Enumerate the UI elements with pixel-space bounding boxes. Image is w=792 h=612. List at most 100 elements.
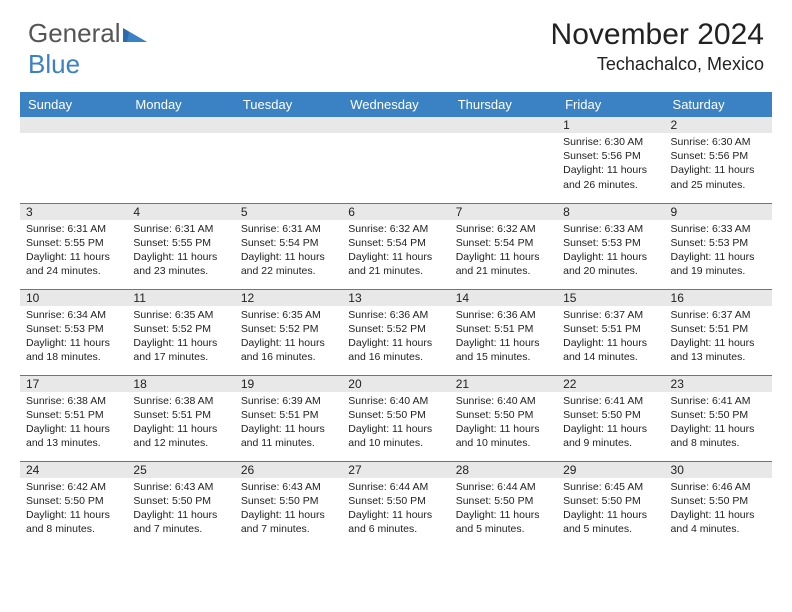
- day-info: Sunrise: 6:43 AMSunset: 5:50 PMDaylight:…: [127, 478, 234, 539]
- day-number: 18: [127, 376, 234, 392]
- day-cell: 27Sunrise: 6:44 AMSunset: 5:50 PMDayligh…: [342, 461, 449, 547]
- day-cell: 1Sunrise: 6:30 AMSunset: 5:56 PMDaylight…: [557, 117, 664, 203]
- weekday-header: Sunday: [20, 92, 127, 117]
- day-info: Sunrise: 6:34 AMSunset: 5:53 PMDaylight:…: [20, 306, 127, 367]
- day-cell: 25Sunrise: 6:43 AMSunset: 5:50 PMDayligh…: [127, 461, 234, 547]
- title-block: November 2024 Techachalco, Mexico: [551, 18, 764, 75]
- day-number: 15: [557, 290, 664, 306]
- day-cell: 9Sunrise: 6:33 AMSunset: 5:53 PMDaylight…: [665, 203, 772, 289]
- day-cell: 7Sunrise: 6:32 AMSunset: 5:54 PMDaylight…: [450, 203, 557, 289]
- day-number: 11: [127, 290, 234, 306]
- day-cell: 14Sunrise: 6:36 AMSunset: 5:51 PMDayligh…: [450, 289, 557, 375]
- day-cell: 22Sunrise: 6:41 AMSunset: 5:50 PMDayligh…: [557, 375, 664, 461]
- day-number: 24: [20, 462, 127, 478]
- day-info: Sunrise: 6:35 AMSunset: 5:52 PMDaylight:…: [127, 306, 234, 367]
- day-info: Sunrise: 6:37 AMSunset: 5:51 PMDaylight:…: [665, 306, 772, 367]
- day-number-empty: [20, 117, 127, 133]
- day-info: Sunrise: 6:32 AMSunset: 5:54 PMDaylight:…: [342, 220, 449, 281]
- day-number: 13: [342, 290, 449, 306]
- day-info: Sunrise: 6:44 AMSunset: 5:50 PMDaylight:…: [450, 478, 557, 539]
- day-cell: 26Sunrise: 6:43 AMSunset: 5:50 PMDayligh…: [235, 461, 342, 547]
- calendar-row: 17Sunrise: 6:38 AMSunset: 5:51 PMDayligh…: [20, 375, 772, 461]
- day-number: 25: [127, 462, 234, 478]
- day-cell: 19Sunrise: 6:39 AMSunset: 5:51 PMDayligh…: [235, 375, 342, 461]
- weekday-header: Tuesday: [235, 92, 342, 117]
- month-title: November 2024: [551, 18, 764, 52]
- day-number: 17: [20, 376, 127, 392]
- day-number: 9: [665, 204, 772, 220]
- header: General Blue November 2024 Techachalco, …: [0, 0, 792, 88]
- day-cell: [20, 117, 127, 203]
- weekday-header: Friday: [557, 92, 664, 117]
- day-cell: 11Sunrise: 6:35 AMSunset: 5:52 PMDayligh…: [127, 289, 234, 375]
- logo-triangle-icon: [123, 26, 147, 42]
- weekday-header: Wednesday: [342, 92, 449, 117]
- day-number-empty: [127, 117, 234, 133]
- day-info: Sunrise: 6:41 AMSunset: 5:50 PMDaylight:…: [665, 392, 772, 453]
- day-cell: 21Sunrise: 6:40 AMSunset: 5:50 PMDayligh…: [450, 375, 557, 461]
- day-number: 29: [557, 462, 664, 478]
- day-info: Sunrise: 6:40 AMSunset: 5:50 PMDaylight:…: [450, 392, 557, 453]
- day-number-empty: [450, 117, 557, 133]
- day-cell: 29Sunrise: 6:45 AMSunset: 5:50 PMDayligh…: [557, 461, 664, 547]
- day-cell: 13Sunrise: 6:36 AMSunset: 5:52 PMDayligh…: [342, 289, 449, 375]
- weekday-row: Sunday Monday Tuesday Wednesday Thursday…: [20, 92, 772, 117]
- day-info: Sunrise: 6:35 AMSunset: 5:52 PMDaylight:…: [235, 306, 342, 367]
- day-info: Sunrise: 6:38 AMSunset: 5:51 PMDaylight:…: [20, 392, 127, 453]
- day-cell: [235, 117, 342, 203]
- day-cell: [342, 117, 449, 203]
- calendar-body: 1Sunrise: 6:30 AMSunset: 5:56 PMDaylight…: [20, 117, 772, 547]
- day-cell: 6Sunrise: 6:32 AMSunset: 5:54 PMDaylight…: [342, 203, 449, 289]
- day-number: 4: [127, 204, 234, 220]
- logo-part1: General: [28, 18, 121, 48]
- day-info: Sunrise: 6:46 AMSunset: 5:50 PMDaylight:…: [665, 478, 772, 539]
- day-cell: 12Sunrise: 6:35 AMSunset: 5:52 PMDayligh…: [235, 289, 342, 375]
- day-cell: 8Sunrise: 6:33 AMSunset: 5:53 PMDaylight…: [557, 203, 664, 289]
- day-info: Sunrise: 6:44 AMSunset: 5:50 PMDaylight:…: [342, 478, 449, 539]
- day-cell: [127, 117, 234, 203]
- weekday-header: Saturday: [665, 92, 772, 117]
- day-info: Sunrise: 6:31 AMSunset: 5:54 PMDaylight:…: [235, 220, 342, 281]
- day-number: 14: [450, 290, 557, 306]
- day-number: 27: [342, 462, 449, 478]
- day-cell: 3Sunrise: 6:31 AMSunset: 5:55 PMDaylight…: [20, 203, 127, 289]
- day-cell: [450, 117, 557, 203]
- day-info: Sunrise: 6:31 AMSunset: 5:55 PMDaylight:…: [20, 220, 127, 281]
- day-number: 2: [665, 117, 772, 133]
- calendar-row: 3Sunrise: 6:31 AMSunset: 5:55 PMDaylight…: [20, 203, 772, 289]
- day-cell: 30Sunrise: 6:46 AMSunset: 5:50 PMDayligh…: [665, 461, 772, 547]
- day-info: Sunrise: 6:38 AMSunset: 5:51 PMDaylight:…: [127, 392, 234, 453]
- day-info: Sunrise: 6:39 AMSunset: 5:51 PMDaylight:…: [235, 392, 342, 453]
- day-number: 19: [235, 376, 342, 392]
- day-info: Sunrise: 6:43 AMSunset: 5:50 PMDaylight:…: [235, 478, 342, 539]
- weekday-header: Thursday: [450, 92, 557, 117]
- day-info: Sunrise: 6:45 AMSunset: 5:50 PMDaylight:…: [557, 478, 664, 539]
- day-number: 23: [665, 376, 772, 392]
- day-cell: 24Sunrise: 6:42 AMSunset: 5:50 PMDayligh…: [20, 461, 127, 547]
- day-cell: 20Sunrise: 6:40 AMSunset: 5:50 PMDayligh…: [342, 375, 449, 461]
- logo: General Blue: [28, 18, 147, 80]
- day-info: Sunrise: 6:36 AMSunset: 5:51 PMDaylight:…: [450, 306, 557, 367]
- day-cell: 10Sunrise: 6:34 AMSunset: 5:53 PMDayligh…: [20, 289, 127, 375]
- calendar-row: 24Sunrise: 6:42 AMSunset: 5:50 PMDayligh…: [20, 461, 772, 547]
- day-cell: 18Sunrise: 6:38 AMSunset: 5:51 PMDayligh…: [127, 375, 234, 461]
- weekday-header: Monday: [127, 92, 234, 117]
- day-number: 1: [557, 117, 664, 133]
- day-number: 12: [235, 290, 342, 306]
- day-cell: 28Sunrise: 6:44 AMSunset: 5:50 PMDayligh…: [450, 461, 557, 547]
- day-number-empty: [342, 117, 449, 133]
- calendar-table: Sunday Monday Tuesday Wednesday Thursday…: [20, 92, 772, 547]
- day-info: Sunrise: 6:32 AMSunset: 5:54 PMDaylight:…: [450, 220, 557, 281]
- day-number: 30: [665, 462, 772, 478]
- logo-part2: Blue: [28, 49, 80, 79]
- day-number: 26: [235, 462, 342, 478]
- day-cell: 17Sunrise: 6:38 AMSunset: 5:51 PMDayligh…: [20, 375, 127, 461]
- day-info: Sunrise: 6:33 AMSunset: 5:53 PMDaylight:…: [557, 220, 664, 281]
- day-cell: 16Sunrise: 6:37 AMSunset: 5:51 PMDayligh…: [665, 289, 772, 375]
- day-number: 16: [665, 290, 772, 306]
- day-number-empty: [235, 117, 342, 133]
- day-info: Sunrise: 6:33 AMSunset: 5:53 PMDaylight:…: [665, 220, 772, 281]
- day-cell: 23Sunrise: 6:41 AMSunset: 5:50 PMDayligh…: [665, 375, 772, 461]
- day-number: 28: [450, 462, 557, 478]
- day-number: 3: [20, 204, 127, 220]
